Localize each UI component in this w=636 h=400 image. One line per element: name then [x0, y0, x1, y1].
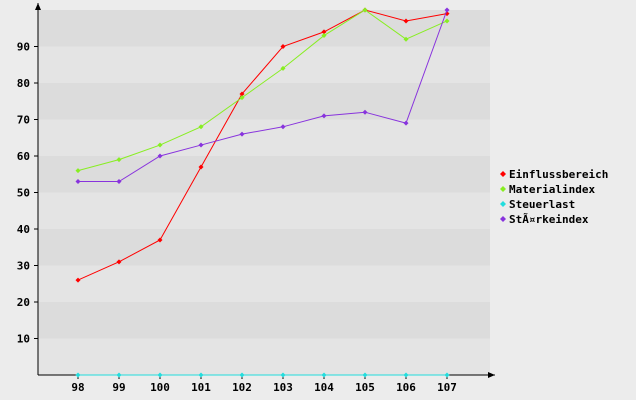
series-2 — [75, 372, 450, 378]
data-point — [321, 113, 327, 119]
grid-band — [38, 302, 490, 339]
data-point — [116, 179, 122, 185]
grid-band — [38, 10, 490, 47]
data-point — [116, 259, 122, 265]
legend-label: Steuerlast — [509, 198, 575, 211]
grid-band — [38, 338, 490, 375]
data-point — [198, 372, 204, 378]
data-point — [280, 372, 286, 378]
data-point — [280, 65, 286, 71]
data-point — [403, 18, 409, 24]
x-tick-label: 105 — [355, 381, 375, 394]
data-point — [444, 372, 450, 378]
legend-item: StÃ¤rkeindex — [500, 213, 589, 226]
data-point — [321, 29, 327, 35]
y-tick-label: 30 — [17, 260, 30, 273]
y-tick-label: 40 — [17, 223, 30, 236]
x-tick-label: 99 — [112, 381, 125, 394]
legend-item: Einflussbereich — [500, 168, 608, 181]
x-tick-label: 106 — [396, 381, 416, 394]
y-tick-label: 10 — [17, 333, 30, 346]
x-tick-label: 100 — [150, 381, 170, 394]
data-point — [116, 157, 122, 163]
data-point — [198, 142, 204, 148]
grid-band — [38, 265, 490, 302]
data-point — [362, 7, 368, 13]
grid-band — [38, 46, 490, 83]
data-point — [444, 18, 450, 24]
legend-item: Materialindex — [500, 183, 595, 196]
data-point — [75, 179, 81, 185]
data-point — [198, 124, 204, 130]
x-tick-label: 102 — [232, 381, 252, 394]
grid-band — [38, 156, 490, 193]
y-tick-label: 80 — [17, 77, 30, 90]
data-point — [362, 109, 368, 115]
legend-label: Einflussbereich — [509, 168, 608, 181]
x-axis-ticks: 98 99 100 101 102 103 104 105 106 107 — [71, 375, 457, 394]
data-point — [157, 237, 163, 243]
data-point — [444, 7, 450, 13]
y-tick-label: 60 — [17, 150, 30, 163]
x-tick-label: 98 — [71, 381, 84, 394]
data-point — [157, 372, 163, 378]
legend-marker-icon — [500, 171, 506, 177]
x-tick-label: 104 — [314, 381, 334, 394]
legend-label: Materialindex — [509, 183, 595, 196]
data-point — [280, 44, 286, 49]
grid-band — [38, 229, 490, 266]
y-tick-label: 70 — [17, 114, 30, 127]
data-point — [239, 91, 245, 97]
grid-band — [38, 119, 490, 156]
x-tick-label: 107 — [437, 381, 457, 394]
y-axis-arrow — [35, 3, 41, 10]
data-point — [198, 164, 204, 170]
x-tick-label: 101 — [191, 381, 211, 394]
data-point — [75, 168, 81, 174]
series-1 — [75, 7, 450, 174]
data-point — [239, 95, 245, 101]
series-layer — [75, 7, 450, 378]
data-point — [403, 120, 409, 126]
legend: Einflussbereich Materialindex Steuerlast St… — [500, 168, 608, 226]
legend-item: Steuerlast — [500, 198, 575, 211]
data-point — [280, 124, 286, 130]
data-point — [75, 372, 81, 378]
data-point — [157, 153, 163, 159]
data-point — [239, 131, 245, 137]
data-point — [239, 372, 245, 378]
legend-label: StÃ¤rkeindex — [509, 213, 589, 226]
grid-band — [38, 83, 490, 120]
y-tick-label: 90 — [17, 41, 30, 54]
legend-marker-icon — [500, 216, 506, 222]
plot-background — [38, 10, 490, 375]
data-point — [157, 142, 163, 148]
x-axis-arrow — [488, 372, 495, 378]
series-line — [77, 9, 448, 281]
series-line — [77, 9, 448, 172]
data-point — [362, 372, 368, 378]
series-3 — [75, 7, 450, 185]
x-tick-label: 103 — [273, 381, 293, 394]
data-point — [116, 372, 122, 378]
data-point — [321, 33, 327, 39]
series-line — [78, 9, 448, 183]
grid-band — [38, 192, 490, 229]
legend-marker-icon — [500, 201, 506, 207]
y-tick-label: 50 — [17, 187, 30, 200]
data-point — [321, 372, 327, 378]
data-point — [75, 277, 81, 283]
data-point — [403, 36, 409, 42]
y-tick-label: 20 — [17, 296, 30, 309]
y-axis-ticks: 10 20 30 40 50 60 70 80 90 — [17, 41, 38, 346]
data-point — [403, 372, 409, 378]
legend-marker-icon — [500, 186, 506, 192]
